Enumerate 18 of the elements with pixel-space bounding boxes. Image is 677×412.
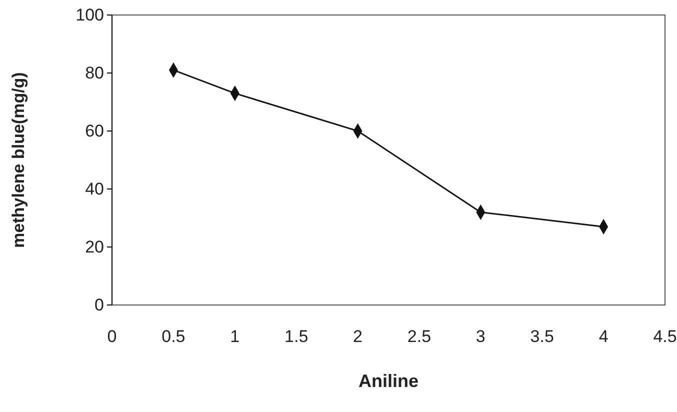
y-tick-label: 0 [94, 295, 104, 314]
y-tick-label: 80 [85, 63, 104, 82]
x-tick-label: 1.5 [284, 327, 308, 346]
x-tick-label: 3.5 [530, 327, 554, 346]
y-tick-label: 20 [85, 237, 104, 256]
y-tick-label: 40 [85, 179, 104, 198]
x-tick-label: 1 [230, 327, 240, 346]
x-tick-label: 3 [476, 327, 486, 346]
x-axis-title: Aniline [358, 371, 419, 391]
x-tick-label: 2 [353, 327, 363, 346]
y-tick-label: 100 [76, 5, 104, 24]
x-tick-label: 4.5 [653, 327, 677, 346]
x-tick-label: 0.5 [162, 327, 186, 346]
x-tick-label: 2.5 [407, 327, 432, 346]
x-tick-label: 4 [598, 327, 608, 346]
x-tick-label: 0 [107, 327, 117, 346]
y-axis-title: methylene blue(mg/g) [9, 72, 28, 248]
y-tick-label: 60 [85, 121, 104, 140]
